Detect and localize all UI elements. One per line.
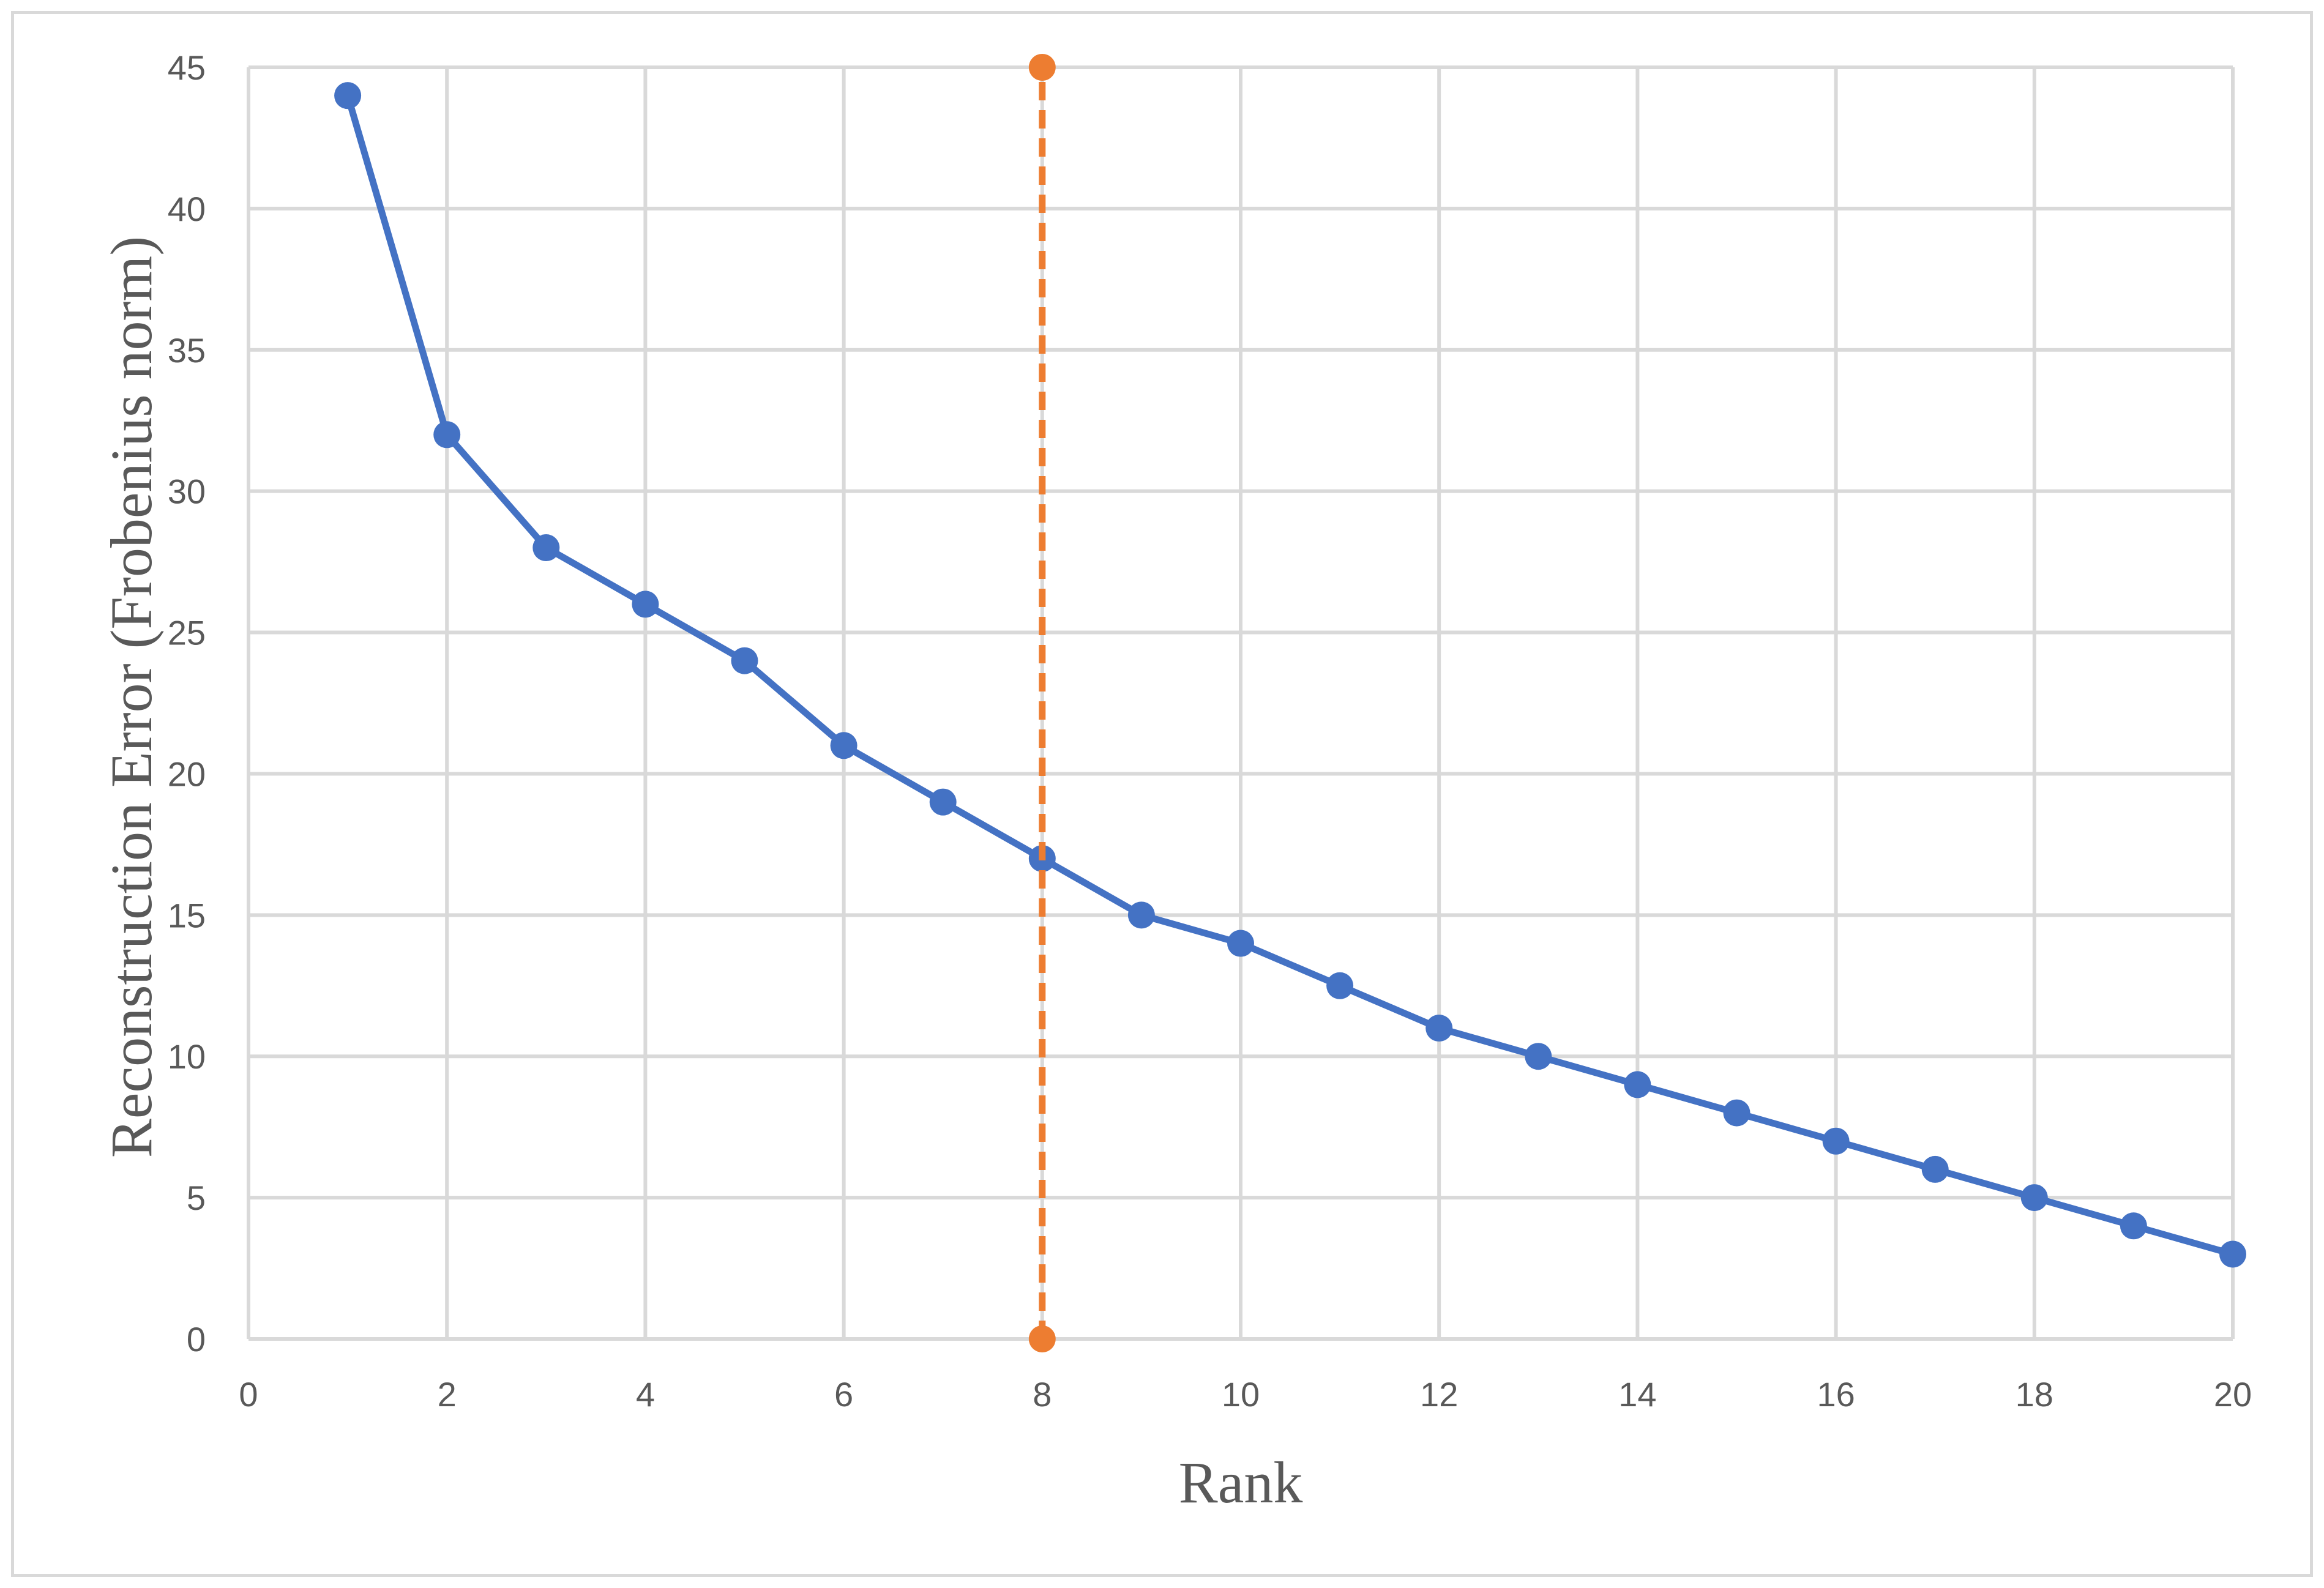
rank-marker-point — [1028, 54, 1056, 81]
error-series-line — [344, 94, 2234, 1258]
x-tick-label: 12 — [1420, 1375, 1458, 1414]
y-tick-labels: 0 5 10 15 20 25 30 35 40 45 — [168, 48, 206, 1359]
error-data-point — [1525, 1043, 1552, 1070]
y-axis-title: Reconstruction Error (Frobenius norm) — [99, 236, 164, 1158]
error-data-point — [532, 534, 560, 562]
error-data-point — [1723, 1099, 1750, 1127]
y-tick-label: 5 — [187, 1179, 206, 1217]
chart-frame — [11, 11, 2313, 1577]
x-tick-label: 4 — [636, 1375, 655, 1414]
y-tick-label: 15 — [168, 896, 206, 934]
x-tick-label: 18 — [2016, 1375, 2053, 1414]
x-tick-label: 2 — [438, 1375, 457, 1414]
error-data-point — [334, 82, 362, 110]
x-tick-label: 16 — [1817, 1375, 1855, 1414]
error-data-point — [731, 647, 758, 674]
error-data-point — [2120, 1212, 2147, 1240]
y-tick-label: 35 — [168, 331, 206, 370]
x-axis-title: Rank — [1179, 1450, 1303, 1515]
y-tick-label: 0 — [187, 1320, 206, 1359]
x-tick-label: 20 — [2214, 1375, 2252, 1414]
y-tick-label: 10 — [168, 1037, 206, 1076]
error-data-point — [929, 788, 957, 816]
error-data-point — [1127, 901, 1155, 929]
y-tick-label: 45 — [168, 48, 206, 87]
x-tick-label: 10 — [1222, 1375, 1260, 1414]
error-data-point — [433, 421, 461, 449]
rank-marker-point — [1028, 1325, 1056, 1352]
x-tick-label: 0 — [239, 1375, 258, 1414]
error-data-point — [2219, 1240, 2246, 1268]
error-data-point — [1227, 930, 1254, 957]
error-data-point — [632, 591, 659, 618]
y-tick-label: 40 — [168, 190, 206, 228]
error-data-point — [1822, 1127, 1850, 1155]
x-tick-label: 6 — [834, 1375, 853, 1414]
x-tick-labels: 0 2 4 6 8 10 12 14 16 18 20 — [239, 1375, 2252, 1414]
grid — [247, 65, 2235, 1341]
error-data-point — [1624, 1071, 1651, 1098]
y-tick-label: 30 — [168, 472, 206, 511]
series-layer — [334, 54, 2246, 1352]
x-tick-label: 8 — [1033, 1375, 1052, 1414]
error-data-point — [1425, 1015, 1453, 1042]
error-data-point — [2020, 1184, 2048, 1212]
error-data-point — [830, 732, 857, 759]
x-tick-label: 14 — [1618, 1375, 1656, 1414]
y-tick-label: 25 — [168, 614, 206, 652]
error-data-point — [1326, 972, 1354, 999]
error-data-point — [1921, 1155, 1949, 1183]
y-tick-label: 20 — [168, 755, 206, 793]
